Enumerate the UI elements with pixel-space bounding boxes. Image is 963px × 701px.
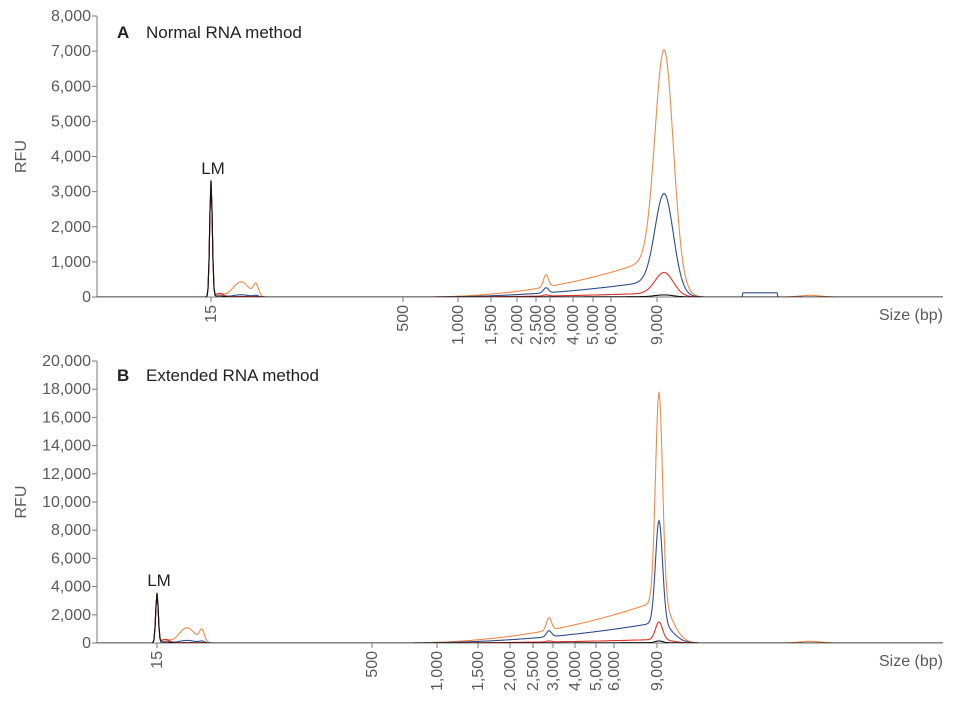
x-tick-label: 4,000 [567, 651, 584, 691]
y-tick-label: 7,000 [51, 43, 91, 60]
x-tick-label: 15 [203, 305, 220, 323]
x-tick-label: 2,000 [509, 305, 526, 345]
x-tick-label: 5,000 [588, 651, 605, 691]
x-tick-label: 1,500 [483, 305, 500, 345]
lm-annotation: LM [201, 159, 225, 178]
trace-series-4 [97, 180, 943, 297]
y-tick-label: 4,000 [51, 149, 91, 166]
panel-title: Extended RNA method [146, 366, 319, 385]
panel-letter: B [117, 366, 129, 385]
x-tick-label: 9,000 [649, 305, 666, 345]
x-tick-label: 6,000 [606, 651, 623, 691]
y-tick-label: 18,000 [42, 381, 91, 398]
y-tick-label: 6,000 [51, 78, 91, 95]
x-tick-label: 9,000 [649, 651, 666, 691]
y-tick-label: 8,000 [51, 8, 91, 25]
y-tick-label: 8,000 [51, 522, 91, 539]
y-tick-label: 6,000 [51, 550, 91, 567]
x-tick-label: 1,000 [429, 651, 446, 691]
x-tick-label: 4,000 [565, 305, 582, 345]
y-tick-label: 10,000 [42, 494, 91, 511]
trace-series-3 [97, 592, 943, 643]
y-tick-label: 0 [82, 289, 91, 306]
trace-series-2 [97, 519, 943, 643]
x-tick-label: 5,000 [585, 305, 602, 345]
trace-series-4 [97, 592, 943, 643]
x-tick-label: 1,000 [450, 305, 467, 345]
y-tick-label: 16,000 [42, 409, 91, 426]
y-tick-label: 12,000 [42, 466, 91, 483]
y-tick-label: 2,000 [51, 219, 91, 236]
y-tick-label: 3,000 [51, 184, 91, 201]
y-tick-label: 14,000 [42, 438, 91, 455]
y-tick-label: 0 [82, 635, 91, 652]
y-axis-title: RFU [13, 140, 30, 173]
x-tick-label: 500 [395, 305, 412, 332]
y-tick-label: 20,000 [42, 353, 91, 370]
x-tick-label: 2,500 [528, 305, 545, 345]
panel-b: 0 2,000 4,000 6,000 8,000 10,000 12,000 14,000 1… [13, 353, 943, 691]
trace-series-1 [97, 391, 943, 643]
x-tick-label: 6,000 [603, 305, 620, 345]
x-tick-label: 3,000 [545, 651, 562, 691]
panel-title: Normal RNA method [146, 23, 302, 42]
y-tick-label: 4,000 [51, 579, 91, 596]
y-tick-label: 5,000 [51, 113, 91, 130]
x-axis-title: Size (bp) [879, 653, 943, 670]
panel-a: 01,0002,0003,0004,0005,0006,0007,0008,00… [13, 8, 943, 345]
panel-letter: A [117, 23, 129, 42]
lm-annotation: LM [147, 571, 171, 590]
trace-series-3 [97, 180, 943, 297]
y-axis-title: RFU [13, 486, 30, 519]
trace-series-2 [97, 180, 943, 297]
y-tick-label: 2,000 [51, 607, 91, 624]
x-tick-label: 3,000 [542, 305, 559, 345]
x-tick-label: 2,500 [525, 651, 542, 691]
trace-series-1 [97, 48, 943, 297]
x-tick-label: 1,500 [470, 651, 487, 691]
x-axis-title: Size (bp) [879, 307, 943, 324]
y-tick-label: 1,000 [51, 254, 91, 271]
x-tick-label: 15 [149, 651, 166, 669]
x-tick-label: 500 [364, 651, 381, 678]
x-tick-label: 2,000 [502, 651, 519, 691]
